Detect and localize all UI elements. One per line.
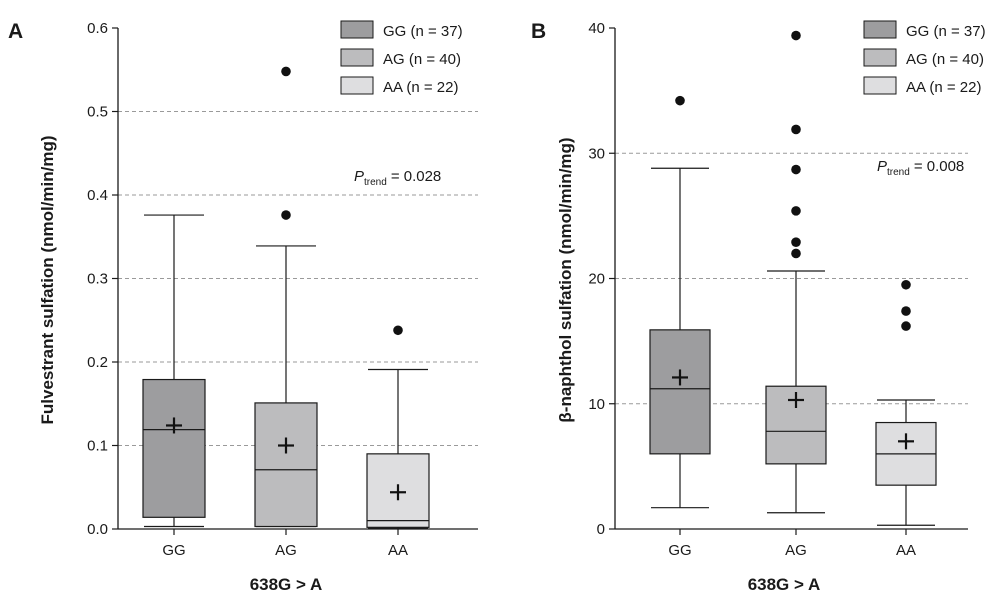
legend-swatch (863, 76, 897, 95)
legend-label: GG (n = 37) (383, 23, 463, 40)
box-ag (765, 30, 827, 514)
y-tick-label: 0.1 (87, 438, 108, 455)
box-aa (366, 325, 430, 529)
box-gg (142, 214, 206, 528)
panel-b-p-trend: Ptrend = 0.008 (877, 158, 964, 178)
y-tick-label: 40 (588, 20, 605, 37)
outlier-point (791, 124, 801, 135)
panel-b-letter: B (531, 20, 546, 43)
panel-a-x-axis-label: 638G > A (250, 575, 323, 594)
outlier-point (675, 95, 685, 106)
outlier-point (393, 325, 403, 336)
outlier-point (281, 66, 291, 77)
iqr-box (254, 402, 318, 528)
y-tick-label: 0.6 (87, 20, 108, 37)
box-aa (875, 279, 937, 526)
box-gg (649, 95, 711, 509)
y-tick-label: 0.5 (87, 104, 108, 121)
legend-item-gg: GG (n = 37) (340, 20, 463, 40)
y-tick-label: 0.0 (87, 521, 108, 538)
outlier-point (791, 30, 801, 41)
outlier-point (901, 306, 911, 316)
legend-label: AG (n = 40) (906, 51, 984, 68)
legend-swatch (340, 20, 374, 39)
outlier-point (901, 279, 911, 290)
y-tick-label: 0.2 (87, 354, 108, 371)
y-tick-label: 10 (588, 396, 605, 413)
panel-b: B β-naphthol sulfation (nmol/min/mg) 638… (531, 20, 986, 594)
legend-item-gg: GG (n = 37) (863, 20, 986, 40)
panel-a-legend: GG (n = 37) AG (n = 40) AA (n = 22) (340, 20, 463, 96)
x-tick-label-aa: AA (388, 542, 408, 559)
x-tick-label-gg: GG (162, 542, 185, 559)
panel-a-y-axis-label: Fulvestrant sulfation (nmol/min/mg) (38, 135, 57, 424)
x-tick-label-ag: AG (275, 542, 297, 559)
y-tick-label: 0.3 (87, 271, 108, 288)
legend-swatch (340, 76, 374, 95)
outlier-point (791, 248, 801, 259)
legend-item-ag: AG (n = 40) (340, 48, 461, 68)
x-tick-label-ag: AG (785, 542, 807, 559)
panel-b-x-axis-label: 638G > A (748, 575, 821, 594)
outlier-point (901, 321, 911, 331)
legend-swatch (863, 20, 897, 39)
x-tick-label-aa: AA (896, 542, 916, 559)
outlier-point (791, 237, 801, 247)
y-tick-label: 0 (597, 521, 605, 538)
y-tick-label: 20 (588, 271, 605, 288)
panel-a-p-trend: Ptrend = 0.028 (354, 168, 441, 188)
legend-label: AA (n = 22) (906, 79, 981, 96)
x-tick-label-gg: GG (668, 542, 691, 559)
legend-item-aa: AA (n = 22) (340, 76, 458, 96)
iqr-box (142, 378, 206, 518)
legend-item-aa: AA (n = 22) (863, 76, 981, 96)
panel-a: A Fulvestrant sulfation (nmol/min/mg) 63… (8, 20, 478, 594)
box-ag (254, 66, 318, 528)
iqr-box (649, 329, 711, 455)
legend-swatch (863, 48, 897, 67)
panel-b-y-axis-label: β-naphthol sulfation (nmol/min/mg) (556, 137, 575, 422)
legend-item-ag: AG (n = 40) (863, 48, 984, 68)
panel-a-letter: A (8, 20, 23, 43)
legend-label: GG (n = 37) (906, 23, 986, 40)
y-tick-label: 0.4 (87, 187, 108, 204)
outlier-point (791, 164, 801, 175)
outlier-point (281, 210, 291, 220)
panel-b-legend: GG (n = 37) AG (n = 40) AA (n = 22) (863, 20, 986, 96)
legend-label: AA (n = 22) (383, 79, 458, 96)
y-tick-label: 30 (588, 145, 605, 162)
legend-swatch (340, 48, 374, 67)
outlier-point (791, 206, 801, 216)
legend-label: AG (n = 40) (383, 51, 461, 68)
